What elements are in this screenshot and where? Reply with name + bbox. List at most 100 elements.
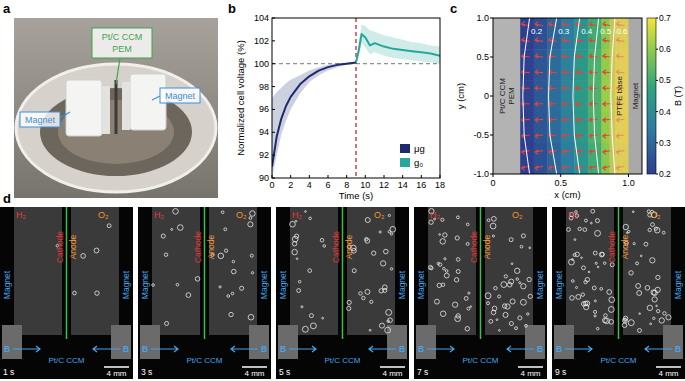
bubble (240, 286, 244, 290)
x-tick-label: 4 (307, 180, 312, 190)
bubble (249, 217, 252, 220)
bubble (648, 228, 651, 231)
bubble (445, 270, 448, 273)
bubble (177, 225, 183, 231)
y-tick (272, 178, 275, 179)
scale-label: 4 mm (659, 369, 679, 378)
photo-frame: H₂O₂CathodeAnodeMagnetMagnetBBPt/C CCM7 … (414, 207, 547, 379)
contour (593, 18, 598, 174)
bubble (525, 324, 528, 327)
field-arrow (549, 86, 557, 90)
h2-label: H₂ (568, 210, 578, 220)
bubble (250, 254, 253, 257)
bubble (380, 261, 385, 266)
y-tick (490, 57, 493, 58)
magnet-block (554, 325, 574, 359)
bubble (491, 216, 496, 221)
bubble (581, 293, 584, 296)
bubble (362, 296, 365, 299)
bubble (94, 248, 99, 253)
frame (272, 18, 440, 178)
x-tick-label: 8 (344, 180, 349, 190)
field-arrow (589, 118, 597, 122)
colorbar-tick-label: 0.5 (659, 75, 671, 85)
heat-cell (534, 143, 548, 174)
bubble (248, 222, 253, 227)
bubble (224, 249, 227, 252)
panel-label: c (450, 1, 457, 16)
plot-bg (493, 18, 642, 174)
leader (116, 58, 120, 84)
bubble (443, 267, 446, 270)
y-tick-label: 100 (254, 59, 269, 69)
ccm-label: Pt/C CCM (463, 356, 499, 365)
bubble (161, 234, 165, 238)
bubble (465, 326, 469, 330)
bubble (440, 239, 445, 244)
cathode-label: Cathode (55, 231, 65, 263)
bubble (372, 251, 376, 255)
colorbar-tick-label: 0.6 (659, 44, 671, 54)
bubble (578, 227, 581, 230)
bubble (456, 258, 460, 262)
bubble (308, 269, 312, 273)
frame-bg (552, 207, 685, 379)
colorbar-tick (656, 49, 658, 50)
x-tick (309, 175, 310, 178)
field-arrow (535, 118, 543, 122)
bubble (595, 262, 597, 264)
field-arrow (522, 54, 530, 58)
bubble (595, 219, 599, 223)
magnet-label: Magnet (673, 270, 683, 299)
bubble (428, 265, 432, 269)
x-tick (384, 175, 385, 178)
field-label: B (418, 344, 424, 354)
bubble (320, 238, 324, 242)
x-axis-title: x (cm) (554, 189, 580, 200)
field-arrow (522, 118, 530, 122)
x-tick (421, 175, 422, 178)
bubble (441, 218, 444, 221)
heat-cell (520, 112, 534, 144)
bubble (663, 312, 666, 315)
heat-cell (534, 80, 548, 112)
field-label: B (280, 344, 286, 354)
region (628, 18, 642, 174)
y-tick (490, 135, 493, 136)
bubble (494, 286, 497, 289)
bubble (302, 326, 308, 332)
y-tick (272, 109, 275, 110)
chamber (14, 207, 62, 335)
field-arrow (562, 22, 570, 26)
bubble (152, 284, 155, 287)
ccm-label: PEM (112, 44, 132, 54)
membrane (66, 207, 68, 339)
bubble (597, 266, 599, 268)
frame-bg (276, 207, 409, 379)
bubble (591, 222, 593, 224)
bubble (650, 258, 655, 263)
field-arrow (535, 134, 543, 138)
field-arrow (535, 86, 543, 90)
field-arrow (522, 70, 530, 74)
y-tick (490, 18, 493, 19)
bubble (593, 251, 597, 255)
time-label: 5 s (279, 367, 290, 377)
y-tick-label: -1.0 (473, 169, 489, 179)
label-box (160, 88, 200, 103)
field-arrow (562, 118, 570, 122)
colorbar-tick (656, 18, 658, 19)
bubble (498, 295, 501, 298)
bubble (464, 296, 468, 300)
bubble (569, 259, 575, 265)
bubble (498, 329, 500, 331)
colorbar-title: B (T) (673, 86, 683, 106)
contour (549, 18, 557, 174)
membrane (618, 207, 620, 339)
x-tick (628, 174, 629, 177)
bubble (165, 321, 169, 325)
colorbar-tick (656, 142, 658, 143)
bubble (382, 285, 387, 290)
bubble (221, 211, 224, 214)
x-tick-label: 12 (379, 180, 389, 190)
